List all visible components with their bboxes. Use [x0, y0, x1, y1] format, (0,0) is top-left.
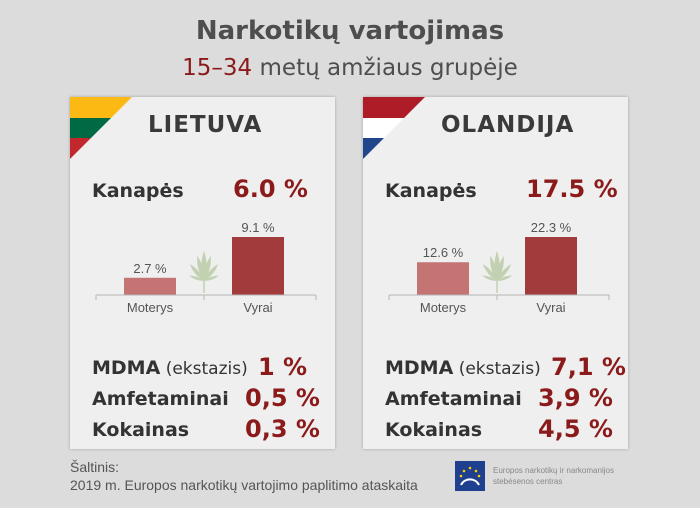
bar-value-label: 9.1 %	[241, 220, 275, 235]
panel-lietuva: LIETUVA Kanapės 6.0 % 2.7 % Moterys 9.1 % V…	[70, 97, 335, 449]
flag-netherlands-icon	[363, 97, 425, 159]
flag-stripe-3	[70, 138, 91, 159]
cannabis-value: 17.5 %	[526, 175, 618, 203]
mdma-note: (ekstazis)	[160, 359, 248, 379]
org-line-1: Europos narkotikų ir narkomanijos	[493, 466, 614, 475]
page-subtitle: 15–34 metų amžiaus grupėje	[0, 55, 700, 81]
country-name: LIETUVA	[148, 112, 263, 138]
cocaine-value: 0,3 %	[245, 415, 320, 443]
bar-value-label: 22.3 %	[531, 220, 572, 235]
amphetamine-label: Amfetaminai	[92, 388, 229, 410]
cannabis-leaf-icon	[188, 251, 220, 293]
source-note: Šaltinis: 2019 m. Europos narkotikų vart…	[70, 458, 418, 494]
amphetamine-value: 3,9 %	[538, 384, 613, 412]
org-line-2: stebėsenos centras	[493, 477, 563, 486]
flag-stripe-1	[70, 97, 132, 118]
org-name: Europos narkotikų ir narkomanijos stebės…	[493, 465, 614, 487]
cannabis-gender-chart: 2.7 % Moterys 9.1 % Vyrai	[95, 220, 317, 315]
category-label: Moterys	[127, 300, 174, 315]
category-label: Vyrai	[243, 300, 272, 315]
bar-value-label: 2.7 %	[133, 261, 167, 276]
flag-stripe-2	[70, 118, 111, 138]
cocaine-value: 4,5 %	[538, 415, 613, 443]
cannabis-label: Kanapės	[92, 180, 184, 202]
cannabis-leaf-icon	[481, 251, 513, 293]
subtitle-rest: metų amžiaus grupėje	[252, 55, 518, 81]
bar-moterys	[124, 277, 176, 295]
flag-stripe-1	[363, 97, 425, 118]
cannabis-label: Kanapės	[385, 180, 477, 202]
flag-stripe-2	[363, 118, 404, 138]
mdma-label: MDMA (ekstazis)	[385, 357, 541, 379]
bar-value-label: 12.6 %	[423, 245, 464, 260]
emcdda-logo-icon	[455, 461, 485, 491]
mdma-name: MDMA	[385, 357, 454, 379]
flag-lithuania-icon	[70, 97, 132, 159]
cocaine-label: Kokainas	[92, 419, 190, 441]
bar-vyrai	[232, 237, 284, 295]
cannabis-gender-chart: 12.6 % Moterys 22.3 % Vyrai	[388, 220, 610, 315]
amphetamine-value: 0,5 %	[245, 384, 320, 412]
category-label: Moterys	[420, 300, 467, 315]
page-title: Narkotikų vartojimas	[195, 16, 505, 46]
bar-moterys	[417, 262, 469, 295]
cocaine-label: Kokainas	[385, 419, 483, 441]
mdma-value: 1 %	[258, 353, 308, 381]
source-text: 2019 m. Europos narkotikų vartojimo papl…	[70, 477, 418, 493]
age-range: 15–34	[182, 55, 253, 81]
org-block: Europos narkotikų ir narkomanijos stebės…	[455, 461, 655, 495]
cannabis-value: 6.0 %	[233, 175, 308, 203]
source-label: Šaltinis:	[70, 459, 120, 475]
mdma-name: MDMA	[92, 357, 161, 379]
mdma-note: (ekstazis)	[453, 359, 541, 379]
category-label: Vyrai	[536, 300, 565, 315]
amphetamine-label: Amfetaminai	[385, 388, 522, 410]
flag-stripe-3	[363, 138, 384, 159]
panel-olandija: OLANDIJA Kanapės 17.5 % 12.6 % Moterys 22.…	[363, 97, 628, 449]
mdma-label: MDMA (ekstazis)	[92, 357, 248, 379]
mdma-value: 7,1 %	[551, 353, 626, 381]
bar-vyrai	[525, 237, 577, 295]
country-name: OLANDIJA	[441, 112, 575, 138]
